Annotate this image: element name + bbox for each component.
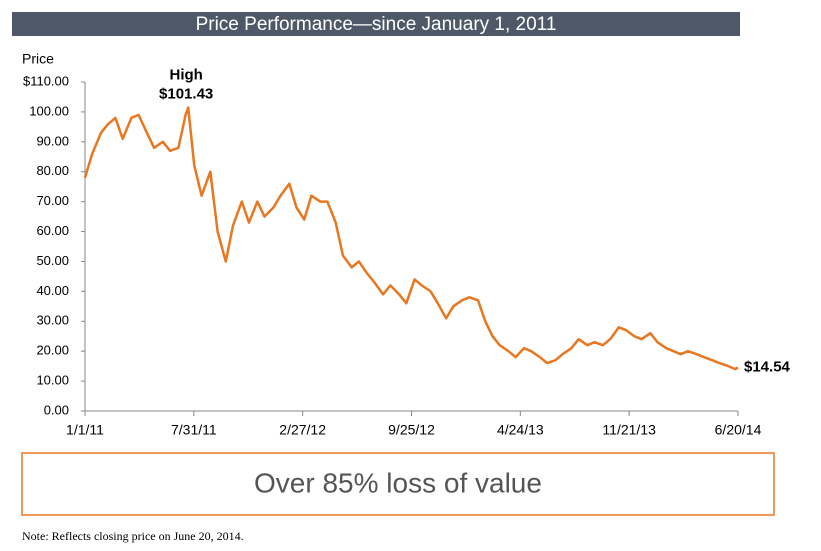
y-tick-label: $110.00: [23, 73, 69, 88]
data-label: $14.54: [744, 358, 791, 375]
y-tick-label: 30.00: [36, 313, 69, 328]
x-tick-label: 1/1/11: [66, 422, 104, 438]
x-tick-label: 6/20/14: [715, 422, 762, 438]
data-label: $101.43: [159, 86, 213, 103]
y-axis-label: Price: [22, 51, 54, 67]
y-tick-label: 70.00: [36, 193, 69, 208]
callout-text: Over 85% loss of value: [254, 467, 542, 498]
x-tick-label: 2/27/12: [279, 422, 326, 438]
x-tick-label: 9/25/12: [388, 422, 435, 438]
y-tick-label: 40.00: [36, 283, 69, 298]
y-tick-label: 60.00: [36, 223, 69, 238]
callout-box: [21, 452, 775, 516]
chart-title: Price Performance—since January 1, 2011: [196, 14, 557, 35]
x-tick-label: 4/24/13: [497, 422, 544, 438]
y-tick-label: 50.00: [36, 253, 69, 268]
y-tick-label: 0.00: [44, 402, 69, 417]
y-tick-label: 100.00: [29, 103, 69, 118]
x-tick-label: 11/21/13: [602, 422, 656, 438]
annotation: High: [169, 67, 202, 84]
y-tick-label: 90.00: [36, 133, 69, 148]
y-tick-label: 80.00: [36, 163, 69, 178]
x-tick-label: 7/31/11: [171, 422, 217, 438]
price-line: [83, 106, 739, 371]
y-tick-label: 20.00: [36, 343, 69, 358]
title-bar: [12, 12, 740, 36]
note: Note: Reflects closing price on June 20,…: [22, 529, 244, 543]
y-tick-label: 10.00: [36, 373, 69, 388]
